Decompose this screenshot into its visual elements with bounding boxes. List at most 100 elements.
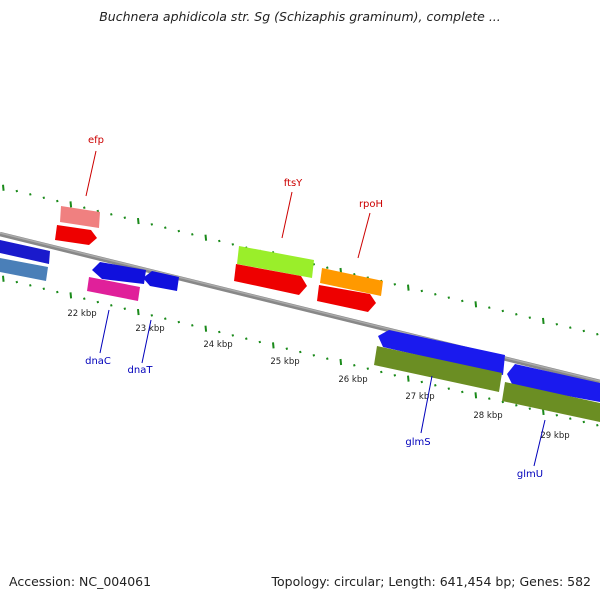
feature-glmU-gene[interactable] bbox=[507, 364, 600, 402]
feature-left-cds[interactable] bbox=[0, 258, 48, 281]
outer-tick bbox=[42, 196, 46, 200]
feature-rpoH-cds[interactable] bbox=[320, 268, 383, 296]
inner-tick bbox=[299, 350, 302, 354]
outer-tick bbox=[83, 206, 86, 210]
gene-leader-line bbox=[141, 319, 152, 364]
inner-tick bbox=[285, 347, 289, 350]
scale-tick-label: 23 kbp bbox=[135, 324, 164, 334]
outer-tick bbox=[164, 226, 167, 229]
inner-tick bbox=[150, 314, 154, 317]
outer-tick bbox=[110, 213, 113, 216]
outer-tick bbox=[2, 184, 5, 191]
inner-tick bbox=[596, 423, 599, 427]
outer-tick bbox=[393, 283, 397, 286]
map-title: Buchnera aphidicola str. Sg (Schizaphis … bbox=[99, 9, 501, 24]
outer-tick bbox=[582, 329, 586, 333]
inner-tick bbox=[164, 317, 167, 320]
inner-tick bbox=[515, 403, 518, 407]
inner-tick bbox=[218, 330, 221, 334]
gene-label-rpoH[interactable]: rpoH bbox=[359, 199, 383, 210]
outer-tick bbox=[542, 317, 545, 325]
outer-tick bbox=[488, 306, 491, 309]
inner-tick bbox=[110, 304, 113, 307]
feature-dnaC-cds[interactable] bbox=[87, 277, 140, 301]
outer-tick bbox=[515, 312, 518, 316]
gene-leader-line bbox=[357, 212, 371, 259]
outer-tick bbox=[312, 263, 316, 266]
inner-tick bbox=[407, 375, 410, 382]
inner-tick bbox=[569, 417, 572, 420]
outer-tick bbox=[29, 193, 32, 196]
inner-tick bbox=[123, 307, 127, 310]
inner-tick bbox=[528, 407, 532, 410]
gene-label-glmS[interactable]: glmS bbox=[405, 437, 430, 448]
inner-tick bbox=[474, 392, 478, 399]
inner-tick bbox=[245, 337, 248, 340]
outer-tick bbox=[191, 233, 194, 236]
inner-tick bbox=[420, 380, 424, 384]
scale-labels: 22 kbp 23 kbp 24 kbp 25 kbp 26 kbp 27 kbp 28 k… bbox=[67, 309, 569, 441]
inner-tick bbox=[69, 292, 73, 299]
feature-rpoH-gene[interactable] bbox=[317, 285, 376, 312]
inner-tick bbox=[177, 320, 181, 324]
feature-dnaC-gene[interactable] bbox=[92, 262, 146, 284]
feature-dnaT-gene[interactable] bbox=[143, 271, 179, 291]
scale-tick-label: 22 kbp bbox=[67, 309, 96, 319]
feature-left-gene[interactable] bbox=[0, 240, 50, 264]
feature-ftsY-gene[interactable] bbox=[234, 264, 307, 295]
outer-tick bbox=[150, 223, 154, 226]
inner-tick bbox=[326, 357, 329, 360]
inner-tick bbox=[15, 280, 19, 284]
inner-tick bbox=[461, 390, 464, 394]
scale-tick-label: 28 kbp bbox=[473, 411, 502, 421]
feature-glmU-cds[interactable] bbox=[502, 382, 600, 422]
inner-tick bbox=[380, 370, 383, 374]
feature-efp-cds[interactable] bbox=[60, 206, 100, 228]
scale-tick-label: 25 kbp bbox=[270, 357, 299, 367]
outer-tick bbox=[137, 217, 140, 225]
outer-tick bbox=[407, 284, 410, 291]
feature-ftsY-cds[interactable] bbox=[237, 246, 314, 278]
inner-tick bbox=[447, 387, 451, 390]
gene-leader-line bbox=[533, 419, 546, 467]
outer-tick bbox=[326, 266, 329, 269]
inner-tick bbox=[29, 284, 32, 287]
inner-tick bbox=[434, 384, 437, 387]
gene-label-glmU[interactable]: glmU bbox=[517, 469, 543, 480]
inner-tick bbox=[258, 340, 262, 344]
inner-tick bbox=[488, 397, 491, 400]
gene-leader-line bbox=[99, 309, 110, 354]
inner-tick bbox=[393, 374, 397, 377]
scale-tick-label: 26 kbp bbox=[338, 375, 367, 385]
inner-tick bbox=[312, 354, 316, 357]
gene-leader-line bbox=[420, 375, 433, 434]
inner-tick bbox=[501, 400, 505, 404]
outer-tick bbox=[528, 316, 532, 319]
inner-tick bbox=[96, 300, 100, 304]
inner-tick bbox=[582, 420, 586, 424]
outer-tick bbox=[447, 296, 451, 299]
gene-leader-line bbox=[281, 191, 293, 239]
outer-tick bbox=[434, 293, 437, 296]
outer-tick bbox=[461, 299, 464, 303]
inner-tick bbox=[2, 275, 5, 282]
inner-tick bbox=[56, 290, 59, 294]
inner-tick bbox=[353, 364, 356, 367]
inner-tick bbox=[339, 358, 343, 366]
gene-label-ftsY[interactable]: ftsY bbox=[284, 178, 303, 189]
gene-labels: efp ftsY rpoH dnaC dnaT glmS glmU bbox=[85, 135, 546, 480]
gene-label-dnaC[interactable]: dnaC bbox=[85, 356, 111, 367]
inner-tick bbox=[366, 367, 370, 370]
inner-tick bbox=[231, 334, 235, 337]
feature-glmS-gene[interactable] bbox=[378, 330, 505, 375]
outer-tick bbox=[56, 199, 59, 203]
outer-tick bbox=[474, 301, 478, 308]
gene-label-efp[interactable]: efp bbox=[88, 135, 104, 146]
inner-tick-track bbox=[2, 275, 599, 427]
feature-glmS-cds[interactable] bbox=[374, 346, 502, 392]
outer-tick bbox=[231, 243, 235, 246]
inner-tick bbox=[83, 297, 86, 301]
gene-label-dnaT[interactable]: dnaT bbox=[128, 365, 154, 376]
feature-efp-gene[interactable] bbox=[55, 225, 97, 245]
